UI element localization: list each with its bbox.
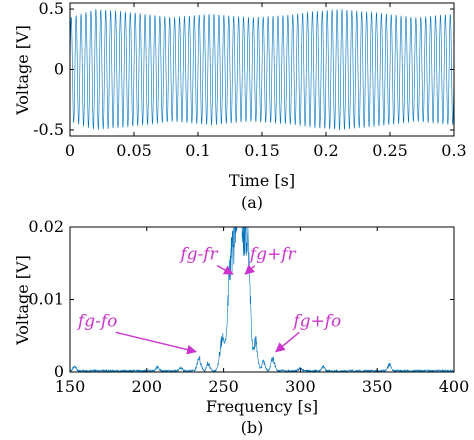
annotation-arrow [244, 264, 256, 275]
annotation-label: fg-fr [178, 245, 218, 265]
panel-a-ylabel: Voltage [V] [13, 25, 32, 116]
panel-b-xlabel: Frequency [s] [206, 397, 318, 416]
annotation-arrow [115, 331, 197, 355]
b-xtick-label: 200 [132, 377, 163, 396]
annotation-label: fg-fo [76, 311, 117, 331]
spectrum-group [69, 226, 455, 374]
b-xtick-label: 350 [362, 377, 393, 396]
panel-a-xlabel: Time [s] [229, 171, 295, 190]
a-xtick-label: 0.1 [185, 141, 210, 160]
spectrum-line [69, 226, 455, 374]
a-xtick-label: 0.05 [116, 141, 152, 160]
a-ytick-label: -0.5 [33, 120, 64, 139]
panel-b-annotations: fg-fr fg+fr fg-fo fg+fo [76, 245, 341, 355]
a-xtick-label: 0.25 [372, 141, 408, 160]
annotation-arrow [275, 331, 300, 353]
panel-a-caption: (a) [241, 193, 263, 212]
a-xtick-label: 0 [65, 141, 75, 160]
b-xtick-label: 400 [439, 377, 470, 396]
b-xtick-label: 250 [208, 377, 239, 396]
time-signal-group [69, 8, 455, 131]
b-ytick-label: 0.02 [28, 217, 64, 236]
panel-b-ylabel: Voltage [V] [13, 255, 32, 346]
b-ytick-label: 0.01 [28, 290, 64, 309]
a-xtick-label: 0.15 [244, 141, 280, 160]
b-xtick-label: 150 [55, 377, 86, 396]
panel-a-ticks: 0 0.05 0.1 0.15 0.2 0.25 0.3-0.500.5 [33, 0, 467, 160]
a-ytick-label: 0 [54, 60, 64, 79]
b-xtick-label: 300 [285, 377, 316, 396]
panel-b-caption: (b) [241, 418, 264, 437]
a-xtick-label: 0.3 [441, 141, 466, 160]
a-xtick-label: 0.2 [313, 141, 338, 160]
annotation-arrow [216, 265, 234, 275]
b-ytick-label: 0 [54, 362, 64, 381]
annotation-label: fg+fo [291, 311, 341, 331]
panel-a: 0 0.05 0.1 0.15 0.2 0.25 0.3-0.500.5 Time [s] … [13, 0, 467, 212]
time-signal-line [69, 8, 455, 131]
annotation-label: fg+fr [248, 245, 297, 265]
panel-b-ticks: 150 200 250 300 350 400 0 0.01 0.02 [28, 217, 469, 396]
a-ytick-label: 0.5 [39, 0, 64, 18]
